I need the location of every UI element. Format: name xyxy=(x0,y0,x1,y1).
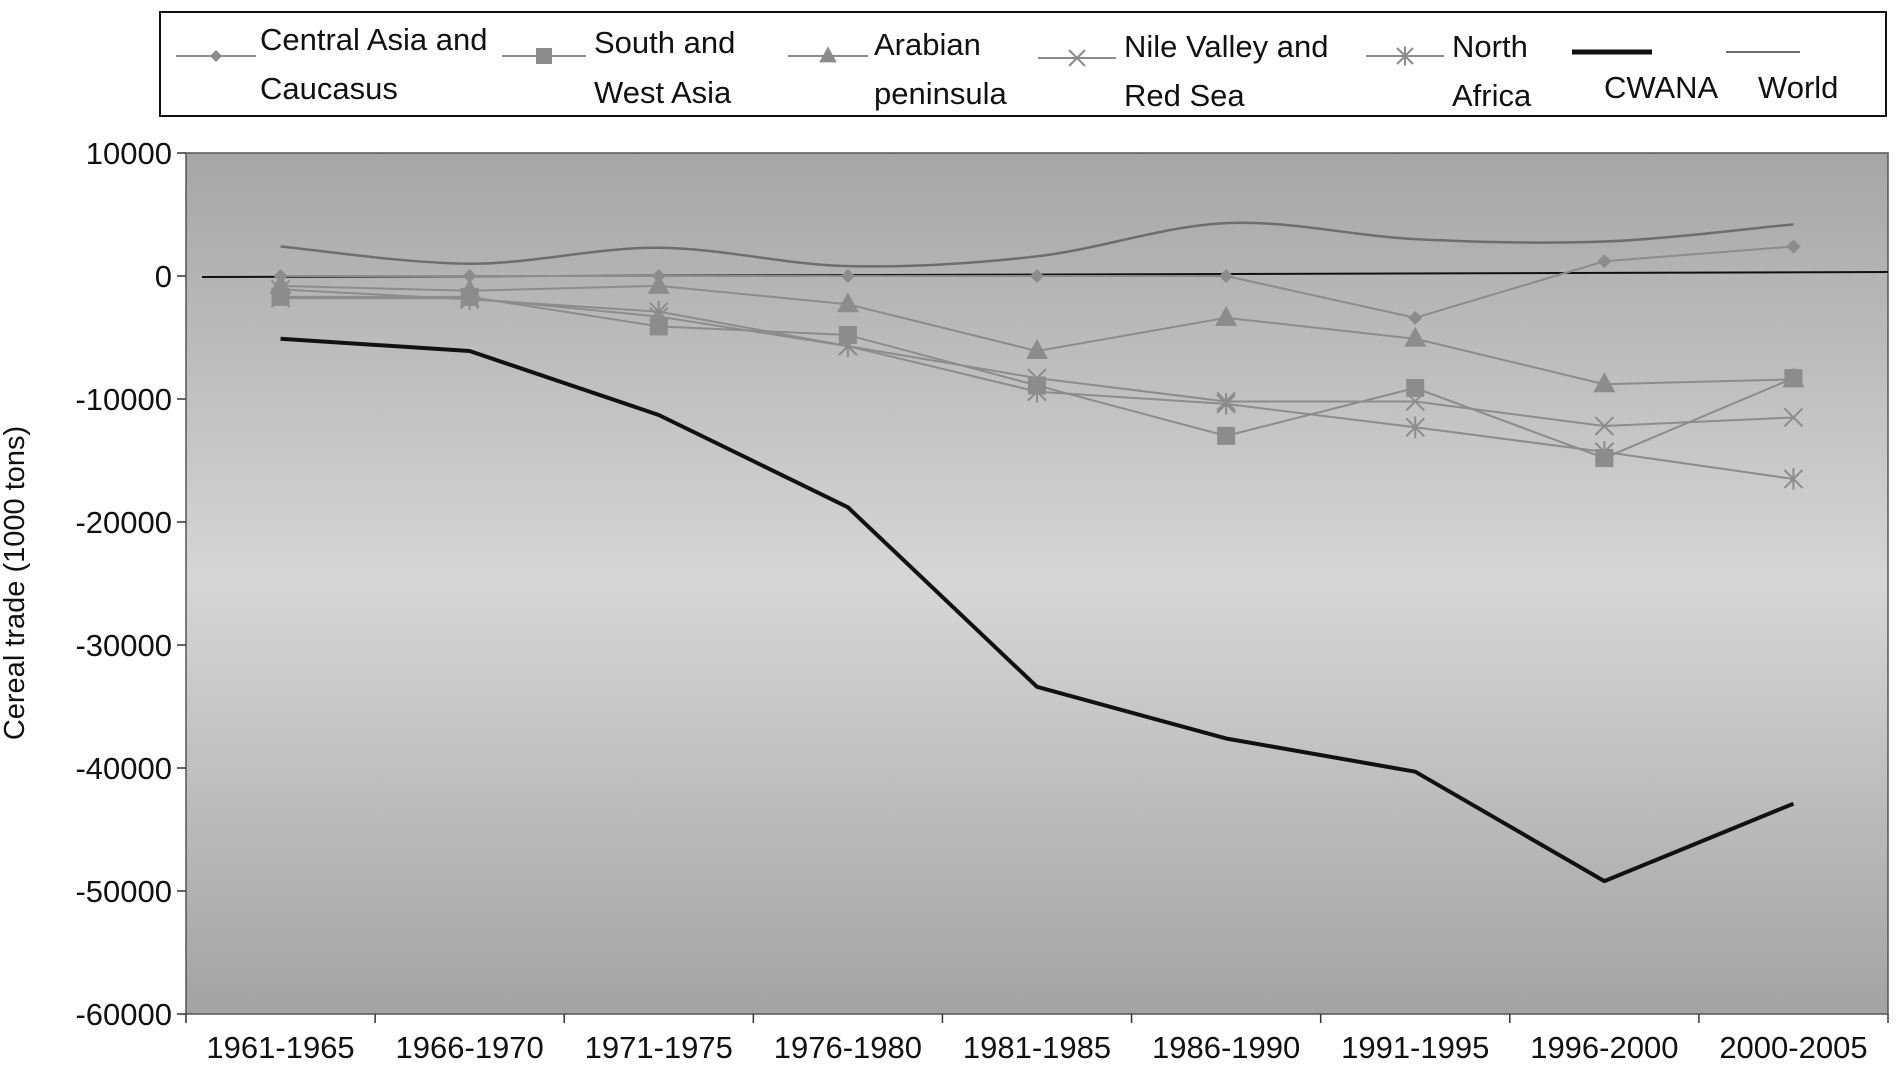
data-point xyxy=(1786,239,1801,254)
legend-frame xyxy=(159,11,1887,117)
y-tick-label: -20000 xyxy=(75,505,172,540)
data-point xyxy=(838,335,858,357)
data-point xyxy=(838,326,857,345)
y-axis-label: Cereal trade (1000 tons) xyxy=(0,426,31,740)
series-line xyxy=(280,336,1795,884)
legend-label: Caucasus xyxy=(260,71,398,106)
data-point xyxy=(1783,407,1804,428)
legend-label: North xyxy=(1452,29,1528,64)
series-north-africa xyxy=(270,278,1804,490)
data-point xyxy=(1782,367,1805,388)
data-point xyxy=(1215,305,1238,326)
series-line xyxy=(280,221,1794,268)
data-point xyxy=(270,278,291,301)
y-tick-label: -50000 xyxy=(75,874,172,909)
data-point xyxy=(1405,416,1425,439)
y-tick-label: -40000 xyxy=(75,751,172,786)
x-tick-label: 2000-2005 xyxy=(1719,1030,1867,1065)
legend-label: peninsula xyxy=(874,76,1007,111)
y-tick-label: 10000 xyxy=(86,136,172,171)
legend-label: Nile Valley and xyxy=(1124,29,1328,64)
data-point xyxy=(1783,468,1804,490)
data-point xyxy=(1396,46,1414,66)
data-point xyxy=(1027,368,1047,388)
data-point xyxy=(1217,426,1236,445)
series-world xyxy=(280,221,1794,268)
y-tick-label: -30000 xyxy=(75,628,172,663)
data-point xyxy=(1216,393,1236,415)
series-layer xyxy=(269,221,1805,884)
data-point xyxy=(1219,269,1234,283)
data-point xyxy=(1594,416,1615,436)
data-point xyxy=(1594,441,1615,463)
legend-label: Central Asia and xyxy=(260,22,487,57)
data-point xyxy=(462,269,477,283)
data-point xyxy=(210,50,222,62)
data-point xyxy=(1405,391,1425,412)
data-point xyxy=(647,273,670,294)
x-tick-label: 1976-1980 xyxy=(774,1030,922,1065)
x-tick-label: 1996-2000 xyxy=(1530,1030,1678,1065)
legend-label: World xyxy=(1758,70,1838,105)
data-point xyxy=(840,269,855,283)
legend-label: Arabian xyxy=(874,27,981,62)
data-point xyxy=(1027,380,1047,403)
data-point xyxy=(836,292,859,313)
legend-entry: Nile Valley and Red Sea xyxy=(1038,29,1328,113)
legend-entry: World xyxy=(1726,51,1838,105)
legend-entry: Central Asia and Caucasus xyxy=(176,22,487,106)
data-point xyxy=(819,46,837,63)
series-central-asia-and-caucasus xyxy=(273,239,1801,325)
x-tick-label: 1986-1990 xyxy=(1152,1030,1300,1065)
legend-label: Africa xyxy=(1452,78,1532,113)
x-tick-label: 1981-1985 xyxy=(963,1030,1111,1065)
legend: Central Asia and Caucasus South and West As… xyxy=(159,11,1887,117)
legend-entry: North Africa xyxy=(1366,29,1532,113)
y-tick-label: -10000 xyxy=(75,382,172,417)
y-tick-label: 0 xyxy=(155,259,172,294)
legend-entry: Arabian peninsula xyxy=(788,27,1007,111)
data-point xyxy=(1068,49,1086,67)
data-point xyxy=(1406,378,1425,397)
legend-entry: South and West Asia xyxy=(502,25,735,110)
data-point xyxy=(536,48,552,64)
data-point xyxy=(1597,254,1612,269)
series-cwana xyxy=(280,336,1795,884)
x-tick-label: 1966-1970 xyxy=(396,1030,544,1065)
data-point xyxy=(459,288,480,311)
legend-label: Red Sea xyxy=(1124,78,1245,113)
legend-label: West Asia xyxy=(594,75,732,110)
data-point xyxy=(649,300,669,323)
x-tick-label: 1991-1995 xyxy=(1341,1030,1489,1065)
legend-label: South and xyxy=(594,25,735,60)
legend-entry: CWANA xyxy=(1572,49,1719,105)
data-point xyxy=(1030,269,1044,283)
data-point xyxy=(1593,372,1616,393)
x-tick-label: 1961-1965 xyxy=(206,1030,354,1065)
data-point xyxy=(1026,339,1048,360)
axes: 10000 0 -10000 -20000 -30000 -40000 -50000 -600… xyxy=(75,136,1889,1065)
legend-label: CWANA xyxy=(1604,70,1719,105)
data-point xyxy=(1404,326,1427,347)
data-point xyxy=(1408,310,1423,325)
y-tick-label: -60000 xyxy=(75,997,172,1032)
x-tick-label: 1971-1975 xyxy=(585,1030,733,1065)
